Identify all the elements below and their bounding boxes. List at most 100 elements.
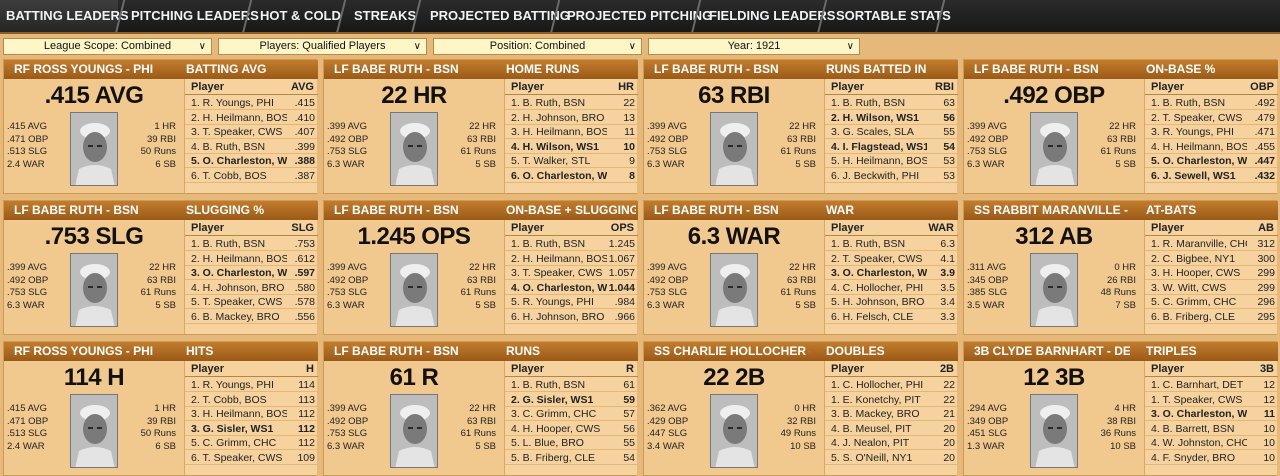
leader-name[interactable]: 5. O. Charleston, WS1 — [191, 155, 287, 167]
column-header-player[interactable]: Player — [1151, 81, 1185, 93]
leader-name[interactable]: 2. H. Wilson, WS1 — [831, 111, 919, 124]
leader-player-name[interactable]: LF BABE RUTH - BSN — [14, 203, 139, 217]
leader-name[interactable]: 1. B. Ruth, BSN — [1151, 97, 1226, 109]
league-scope-dropdown[interactable]: League Scope: Combined ∨ — [3, 38, 212, 55]
leader-name[interactable]: 4. F. Snyder, BRO — [1151, 451, 1236, 464]
leader-name[interactable]: 6. T. Speaker, CWS — [191, 451, 283, 464]
leader-name[interactable]: 4. W. Johnston, CHC — [1151, 437, 1247, 449]
leader-name[interactable]: 1. C. Hollocher, PHI — [831, 379, 924, 391]
leader-name[interactable]: 4. O. Charleston, WS1 — [511, 281, 607, 294]
leader-name[interactable]: 4. H. Heilmann, BOS — [1151, 140, 1247, 153]
leader-name[interactable]: 5. L. Blue, BRO — [511, 437, 584, 449]
leader-name[interactable]: 3. B. Mackey, BRO — [831, 408, 920, 420]
players-dropdown[interactable]: Players: Qualified Players ∨ — [218, 38, 427, 55]
leaderboard-row[interactable]: 4. B. Barrett, BSN 10 — [1145, 422, 1278, 436]
column-header-stat[interactable]: 2B — [939, 363, 954, 375]
tab-pitching-leaders[interactable]: PITCHING LEADERS — [131, 8, 259, 23]
leader-player-name[interactable]: LF BABE RUTH - BSN — [654, 203, 779, 217]
leader-name[interactable]: 5. H. Johnson, BRO — [831, 296, 925, 308]
column-header-stat[interactable]: HR — [618, 81, 634, 93]
leaderboard-row[interactable]: 2. H. Johnson, BRO 13 — [505, 111, 638, 125]
leader-card[interactable]: LF BABE RUTH - BSN RUNS 61 R .399 AVG .492 O… — [323, 341, 638, 476]
leader-name[interactable]: 5. R. Youngs, PHI — [511, 296, 594, 308]
leader-name[interactable]: 5. C. Grimm, CHC — [1151, 296, 1237, 308]
player-photo[interactable] — [1030, 112, 1078, 186]
leaderboard-row[interactable]: 4. W. Johnston, CHC 10 — [1145, 436, 1278, 450]
leaderboard-row[interactable]: 1. B. Ruth, BSN 6.3 — [825, 237, 958, 251]
leaderboard-row[interactable]: 1. C. Barnhart, DET 12 — [1145, 378, 1278, 392]
leaderboard-row[interactable]: 6. O. Charleston, WS1 8 — [505, 169, 638, 183]
tab-fielding-leaders[interactable]: FIELDING LEADERS — [709, 8, 836, 23]
leader-name[interactable]: 1. E. Konetchy, PIT — [831, 393, 921, 406]
tab-projected-pitching[interactable]: PROJECTED PITCHING — [567, 8, 713, 23]
leaderboard-row[interactable]: 3. G. Scales, SLA 55 — [825, 125, 958, 139]
leaderboard-row[interactable]: 1. R. Youngs, PHI 114 — [185, 378, 318, 392]
leader-card[interactable]: LF BABE RUTH - BSN WAR 6.3 WAR .399 AVG .492… — [643, 200, 958, 335]
leader-name[interactable]: 6. J. Sewell, WS1 — [1151, 169, 1236, 182]
leaderboard-row[interactable]: 1. R. Maranville, CHC 312 — [1145, 237, 1278, 251]
player-photo[interactable] — [710, 394, 758, 468]
leader-player-name[interactable]: LF BABE RUTH - BSN — [974, 62, 1099, 76]
leader-name[interactable]: 3. W. Witt, CWS — [1151, 281, 1227, 294]
leader-name[interactable]: 1. B. Ruth, BSN — [831, 97, 906, 109]
leader-name[interactable]: 1. T. Speaker, CWS — [1151, 393, 1243, 406]
leader-name[interactable]: 6. H. Johnson, BRO — [511, 310, 605, 323]
leader-player-name[interactable]: RF ROSS YOUNGS - PHI — [14, 344, 154, 358]
leaderboard-row[interactable]: 6. T. Cobb, BOS .387 — [185, 169, 318, 183]
leaderboard-row[interactable]: 2. T. Speaker, CWS 4.1 — [825, 252, 958, 266]
leader-card[interactable]: 3B CLYDE BARNHART - DET TRIPLES 12 3B .294 … — [963, 341, 1278, 476]
leaderboard-row[interactable]: 3. O. Charleston, WS1 11 — [1145, 407, 1278, 421]
leaderboard-row[interactable]: 6. B. Mackey, BRO .556 — [185, 310, 318, 324]
leaderboard-row[interactable]: 3. T. Speaker, CWS .407 — [185, 125, 318, 139]
position-dropdown[interactable]: Position: Combined ∨ — [433, 38, 642, 55]
leader-name[interactable]: 2. T. Cobb, BOS — [191, 393, 267, 406]
column-header-stat[interactable]: SLG — [291, 222, 314, 234]
leader-name[interactable]: 6. B. Friberg, CLE — [1151, 310, 1236, 323]
leaderboard-row[interactable]: 6. H. Johnson, BRO .966 — [505, 310, 638, 324]
leader-name[interactable]: 1. B. Ruth, BSN — [511, 238, 586, 250]
leaderboard-row[interactable]: 1. B. Ruth, BSN 1.245 — [505, 237, 638, 251]
leader-name[interactable]: 2. G. Sisler, WS1 — [511, 393, 594, 406]
leader-name[interactable]: 1. B. Ruth, BSN — [191, 238, 266, 250]
leader-name[interactable]: 5. B. Friberg, CLE — [511, 451, 596, 464]
leaderboard-row[interactable]: 1. B. Ruth, BSN 61 — [505, 378, 638, 392]
leader-name[interactable]: 3. H. Heilmann, BOS — [511, 126, 607, 138]
leaderboard-row[interactable]: 2. T. Cobb, BOS 113 — [185, 393, 318, 407]
leaderboard-row[interactable]: 1. B. Ruth, BSN .492 — [1145, 96, 1278, 110]
column-header-player[interactable]: Player — [191, 81, 225, 93]
leader-name[interactable]: 3. O. Charleston, WS1 — [191, 267, 287, 279]
player-photo[interactable] — [710, 253, 758, 327]
leaderboard-row[interactable]: 5. B. Friberg, CLE 54 — [505, 451, 638, 465]
leader-card[interactable]: RF ROSS YOUNGS - PHI HITS 114 H .415 AVG .47… — [3, 341, 318, 476]
leader-name[interactable]: 4. B. Meusel, PIT — [831, 422, 912, 435]
column-header-stat[interactable]: OBP — [1250, 81, 1274, 93]
column-header-player[interactable]: Player — [831, 81, 865, 93]
leaderboard-row[interactable]: 1. C. Hollocher, PHI 22 — [825, 378, 958, 392]
leader-name[interactable]: 3. T. Speaker, CWS — [511, 267, 603, 279]
leader-name[interactable]: 6. B. Mackey, BRO — [191, 310, 280, 323]
column-header-player[interactable]: Player — [831, 363, 865, 375]
leaderboard-row[interactable]: 6. B. Friberg, CLE 295 — [1145, 310, 1278, 324]
leaderboard-row[interactable]: 4. H. Heilmann, BOS .455 — [1145, 140, 1278, 154]
leader-name[interactable]: 3. T. Speaker, CWS — [191, 126, 283, 138]
column-header-player[interactable]: Player — [191, 222, 225, 234]
leader-name[interactable]: 3. H. Hooper, CWS — [1151, 267, 1241, 279]
leader-name[interactable]: 4. H. Johnson, BRO — [191, 281, 285, 294]
leaderboard-row[interactable]: 4. H. Hooper, CWS 56 — [505, 422, 638, 436]
player-photo[interactable] — [1030, 394, 1078, 468]
leader-name[interactable]: 4. B. Barrett, BSN — [1151, 422, 1235, 435]
leader-card[interactable]: SS RABBIT MARANVILLE - CHC AT-BATS 312 AB.… — [963, 200, 1278, 335]
leaderboard-row[interactable]: 1. E. Konetchy, PIT 22 — [825, 393, 958, 407]
column-header-stat[interactable]: AVG — [290, 81, 314, 93]
column-header-stat[interactable]: H — [306, 363, 314, 375]
leaderboard-row[interactable]: 5. H. Heilmann, BOS 53 — [825, 154, 958, 168]
player-photo[interactable] — [390, 112, 438, 186]
leaderboard-row[interactable]: 5. O. Charleston, WS1 .447 — [1145, 154, 1278, 168]
leader-name[interactable]: 2. H. Johnson, BRO — [511, 111, 605, 124]
tab-sortable-stats[interactable]: SORTABLE STATS — [836, 8, 951, 23]
leaderboard-row[interactable]: 4. C. Hollocher, PHI 3.5 — [825, 281, 958, 295]
leaderboard-row[interactable]: 1. R. Youngs, PHI .415 — [185, 96, 318, 110]
player-photo[interactable] — [70, 253, 118, 327]
leaderboard-row[interactable]: 1. B. Ruth, BSN 22 — [505, 96, 638, 110]
